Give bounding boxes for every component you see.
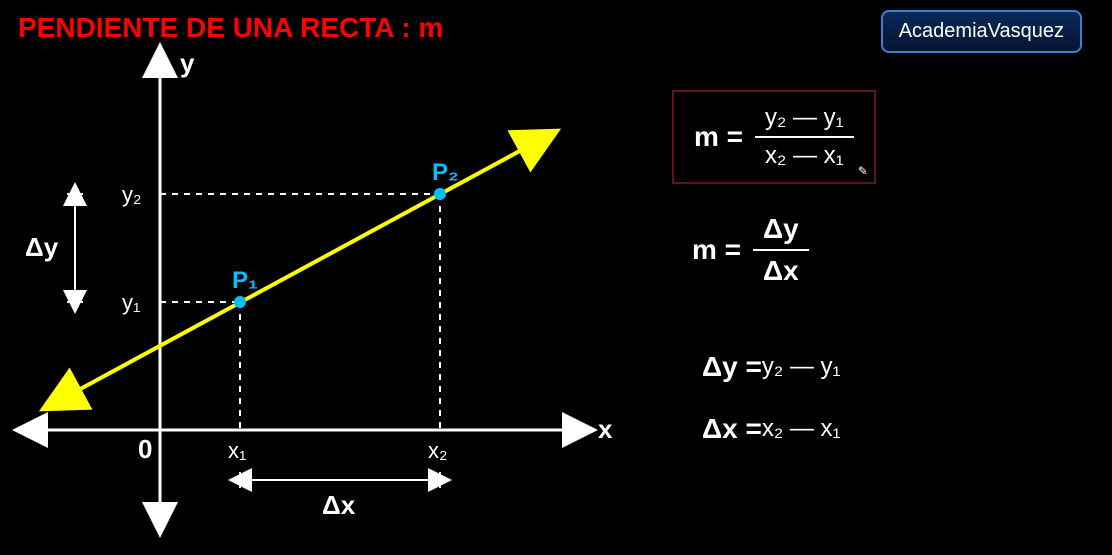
origin-label: 0 (138, 434, 152, 464)
formula2-lhs: m = (692, 234, 741, 266)
brand-badge: AcademiaVasquez (881, 10, 1082, 53)
formula3-lhs: Δy = (702, 351, 762, 383)
ytick-P2: y₂ (122, 182, 142, 207)
ytick-P1: y₁ (122, 290, 140, 315)
page-title: PENDIENTE DE UNA RECTA : m (18, 12, 443, 44)
formula4-rhs: x₂ — x₁ (762, 415, 841, 443)
x-axis-label: x (598, 414, 613, 444)
point-label-P2: P₂ (432, 159, 459, 186)
delta-x-label: Δx (322, 490, 356, 520)
formula1-lhs: m = (694, 121, 743, 153)
point-label-P1: P₁ (232, 267, 258, 294)
slope-diagram: x y 0 P₁ y₁ x₁ P₂ y₂ x₂ Δy Δx (20, 50, 620, 550)
formula-delta-y: Δy = y₂ — y₁ (702, 351, 1072, 383)
formulas-panel: m = y₂ — y₁ x₂ — x₁ ✎ m = Δy Δx Δy = y₂ … (672, 90, 1072, 445)
formula1-num: y₂ — y₁ (755, 100, 854, 136)
slope-line (60, 140, 540, 400)
formula-delta-x: Δx = x₂ — x₁ (702, 413, 1072, 445)
formula4-lhs: Δx = (702, 413, 762, 445)
formula2-num: Δy (753, 209, 809, 249)
pencil-icon: ✎ (858, 164, 868, 178)
xtick-P1: x₁ (228, 438, 246, 463)
xtick-P2: x₂ (428, 438, 448, 463)
y-axis-label: y (180, 48, 195, 78)
point-P2 (434, 188, 446, 200)
formula2-den: Δx (753, 251, 809, 291)
formula-slope-delta: m = Δy Δx (692, 209, 1072, 291)
formula-slope-main: m = y₂ — y₁ x₂ — x₁ ✎ (672, 90, 876, 184)
point-P1 (234, 296, 246, 308)
formula3-rhs: y₂ — y₁ (762, 353, 841, 381)
formula1-den: x₂ — x₁ (755, 138, 854, 174)
delta-y-label: Δy (25, 232, 59, 262)
